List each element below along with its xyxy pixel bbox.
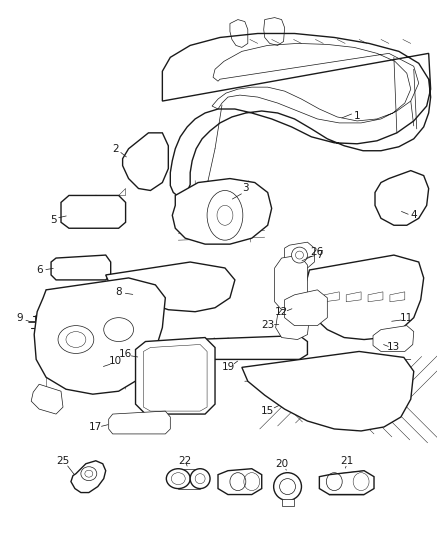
Text: 26: 26 xyxy=(311,247,324,257)
Polygon shape xyxy=(185,336,307,359)
Text: 3: 3 xyxy=(243,183,249,193)
Polygon shape xyxy=(285,290,327,326)
Text: 10: 10 xyxy=(109,357,122,366)
Text: 8: 8 xyxy=(115,287,122,297)
Text: 1: 1 xyxy=(354,111,360,121)
Text: 19: 19 xyxy=(221,362,235,373)
Text: 22: 22 xyxy=(179,456,192,466)
Text: 5: 5 xyxy=(50,215,57,225)
Text: 4: 4 xyxy=(410,211,417,220)
Text: 9: 9 xyxy=(16,313,23,322)
Polygon shape xyxy=(31,384,63,414)
Polygon shape xyxy=(285,242,314,268)
Ellipse shape xyxy=(274,473,301,500)
Polygon shape xyxy=(71,461,106,492)
Text: 2: 2 xyxy=(113,144,119,154)
Polygon shape xyxy=(109,411,170,434)
Polygon shape xyxy=(51,255,111,280)
Polygon shape xyxy=(305,255,424,340)
Polygon shape xyxy=(34,278,165,394)
Ellipse shape xyxy=(190,469,210,489)
Text: 15: 15 xyxy=(261,406,274,416)
Polygon shape xyxy=(282,498,293,506)
Text: 16: 16 xyxy=(119,350,132,359)
Polygon shape xyxy=(61,196,126,228)
Polygon shape xyxy=(135,337,215,414)
Polygon shape xyxy=(123,133,168,190)
Ellipse shape xyxy=(292,247,307,263)
Text: 6: 6 xyxy=(36,265,42,275)
Polygon shape xyxy=(106,262,235,312)
Text: 23: 23 xyxy=(261,320,274,329)
Text: 13: 13 xyxy=(387,343,400,352)
Polygon shape xyxy=(375,171,429,225)
Text: 12: 12 xyxy=(275,306,288,317)
Text: 17: 17 xyxy=(89,422,102,432)
Text: 25: 25 xyxy=(57,456,70,466)
Text: 11: 11 xyxy=(400,313,413,322)
Polygon shape xyxy=(373,326,414,351)
Text: 7: 7 xyxy=(316,250,323,260)
Polygon shape xyxy=(275,255,307,310)
Ellipse shape xyxy=(166,469,190,489)
Ellipse shape xyxy=(217,205,233,225)
Polygon shape xyxy=(218,469,262,495)
Polygon shape xyxy=(172,179,272,244)
Polygon shape xyxy=(276,308,309,340)
Polygon shape xyxy=(242,351,414,431)
Polygon shape xyxy=(319,471,374,495)
Text: 20: 20 xyxy=(275,459,288,469)
Text: 21: 21 xyxy=(341,456,354,466)
